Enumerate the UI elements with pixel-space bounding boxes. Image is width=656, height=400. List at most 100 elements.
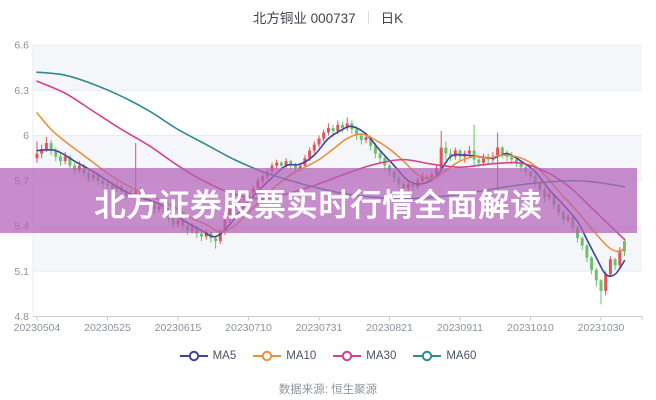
legend-item-ma30[interactable]: MA30 (333, 350, 396, 362)
candle-body (218, 232, 222, 242)
candle-body (482, 156, 485, 163)
candle-body (63, 156, 67, 162)
candle-body (373, 146, 377, 154)
candle-body (458, 150, 462, 157)
x-tick-label: 20230710 (225, 322, 272, 334)
data-source-label: 数据来源: 恒生聚源 (278, 384, 378, 396)
candle-body (298, 165, 302, 169)
candle-body (68, 156, 72, 166)
candle-body (580, 238, 584, 246)
candle-body (279, 162, 283, 166)
y-tick-label: 5.1 (14, 266, 29, 278)
candle-body (449, 153, 453, 157)
legend-item-ma5[interactable]: MA5 (179, 350, 237, 362)
band-stripe (33, 226, 642, 272)
legend-label: MA60 (446, 350, 477, 362)
candle-body (336, 124, 340, 131)
band-stripe (33, 45, 642, 91)
candle-body (54, 150, 58, 157)
legend-marker-circle (188, 350, 199, 362)
candle-body (359, 135, 363, 141)
candle-body (308, 150, 312, 159)
y-tick-label: 4.8 (14, 311, 29, 323)
x-tick-label: 20230821 (366, 322, 413, 334)
candle-body (289, 161, 293, 165)
candle-body (77, 165, 81, 171)
candle-body (284, 161, 288, 166)
period-label[interactable]: 日K (380, 11, 404, 26)
candle-body (496, 147, 500, 157)
chart-header: 北方铜业 000737 日K (0, 7, 656, 27)
legend-marker-circle (422, 350, 433, 362)
y-tick-label: 6.3 (14, 85, 29, 97)
y-tick-label: 6.6 (14, 40, 29, 52)
candle-body (599, 280, 603, 291)
x-tick-label: 20230911 (437, 322, 483, 334)
candle-body (594, 269, 598, 281)
legend-label: MA5 (212, 350, 237, 362)
legend-item-ma10[interactable]: MA10 (253, 350, 316, 362)
x-tick-label: 20231030 (578, 322, 625, 334)
candle-body (590, 257, 594, 270)
candle-body (200, 233, 203, 237)
candle-body (453, 150, 457, 157)
ma30-legend-marker (333, 350, 362, 362)
candle-body (312, 144, 316, 151)
candle-body (317, 138, 321, 145)
candle-body (608, 259, 612, 275)
candle-body (341, 124, 344, 128)
candle-body (345, 123, 349, 128)
promo-banner-text: 北方证券股票实时行情全面解读 (94, 188, 543, 223)
legend-item-ma60[interactable]: MA60 (413, 350, 476, 362)
candle-body (514, 159, 518, 163)
x-tick-label: 20231010 (507, 322, 554, 334)
candle-body (294, 164, 297, 169)
candle-body (322, 132, 326, 139)
y-axis-labels: 6.66.365.75.45.14.8 (14, 40, 29, 324)
candle-body (604, 274, 608, 291)
candle-body (477, 159, 481, 163)
candle-body (613, 259, 617, 266)
x-tick-label: 20230504 (14, 322, 61, 334)
candle-body (364, 137, 368, 141)
candle-body (510, 156, 514, 160)
bands-layer (33, 45, 642, 272)
candle-body (331, 127, 335, 131)
candle-body (519, 162, 523, 168)
x-tick-label: 20230731 (296, 322, 343, 334)
candle-body (585, 245, 589, 258)
candle-body (355, 129, 359, 136)
x-tick-label: 20230525 (84, 322, 131, 334)
candle-body (49, 143, 53, 151)
candle-body (73, 165, 77, 171)
x-tick-label: 20230615 (155, 322, 202, 334)
candle-body (439, 147, 443, 169)
legend-marker-circle (262, 350, 273, 362)
candle-body (44, 143, 48, 150)
stock-title: 北方铜业 000737 (252, 11, 356, 26)
candle-body (500, 147, 504, 154)
legend-label: MA30 (366, 350, 397, 362)
x-axis-labels: 20230504 20230525 20230615 20230710 20230731… (14, 322, 625, 334)
candle-body (35, 153, 39, 159)
candle-body (204, 232, 208, 237)
legend-marker-circle (342, 350, 353, 362)
candle-body (444, 147, 448, 154)
ma60-legend-marker (413, 350, 442, 362)
candle-body (275, 162, 279, 166)
promo-banner: 北方证券股票实时行情全面解读 (0, 168, 637, 233)
legend-label: MA10 (286, 350, 317, 362)
axis-layer (33, 316, 643, 321)
candle-body (214, 238, 218, 242)
legend: MA5 MA10 MA30 MA60 (0, 350, 656, 362)
candle-body (467, 150, 471, 154)
candle-body (378, 153, 382, 159)
candle-body (472, 150, 476, 160)
candle-body (40, 149, 44, 154)
candle-body (59, 156, 62, 162)
y-tick-label: 6 (23, 130, 29, 142)
candle-body (326, 127, 330, 133)
candle-body (369, 137, 373, 147)
